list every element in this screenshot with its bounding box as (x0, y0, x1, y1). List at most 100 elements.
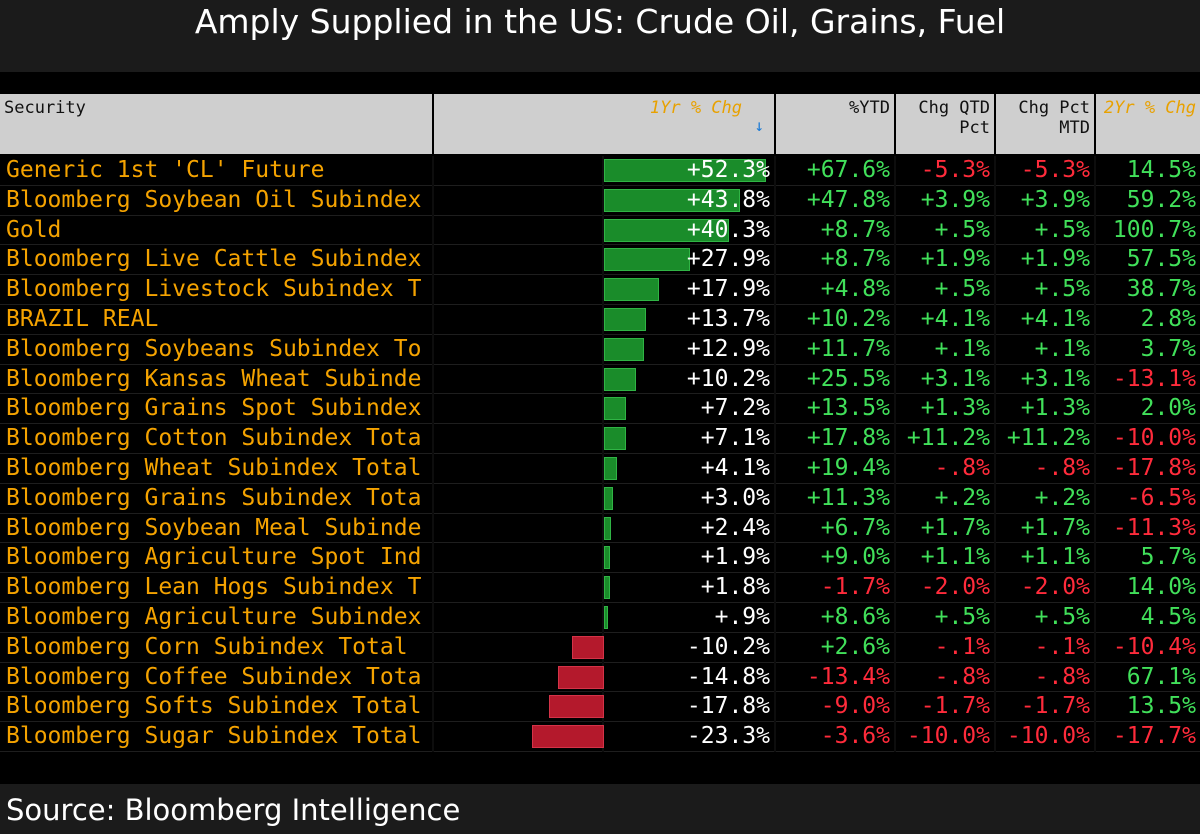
sort-descending-icon[interactable]: ↓ (754, 116, 764, 135)
two-year-change: -13.1% (1112, 365, 1196, 392)
one-year-change: +1.9% (604, 543, 776, 574)
mtd-change: -.8% (996, 453, 1096, 484)
negative-change-bar (558, 665, 604, 689)
table-row[interactable]: Bloomberg Sugar Subindex Total -23.3% -3.6… (0, 722, 1200, 752)
one-year-change: +10.2% (604, 364, 776, 395)
table-row[interactable]: Bloomberg Corn Subindex Total -10.2% +2.6%… (0, 632, 1200, 663)
one-year-change: -10.2% (604, 632, 776, 663)
table-row[interactable]: Bloomberg Agriculture Subindex +.9% +8.6% +… (0, 602, 1200, 633)
table-row[interactable]: Bloomberg Live Cattle Subindex +27.9% +8.7… (0, 245, 1200, 276)
table-row[interactable]: Bloomberg Kansas Wheat Subinde +10.2% +25.… (0, 364, 1200, 395)
table-row[interactable]: Bloomberg Livestock Subindex T +17.9% +4.8… (0, 275, 1200, 305)
negative-change-bar (572, 635, 604, 659)
qtd-change: +.1% (896, 334, 996, 365)
security-name: Bloomberg Lean Hogs Subindex T (0, 573, 434, 603)
negative-change-bar (531, 725, 604, 749)
ytd-change: -9.0% (776, 692, 896, 723)
positive-change-bar (604, 456, 617, 480)
ytd-change: +10.2% (776, 304, 896, 335)
positive-change-bar (604, 576, 610, 600)
column-header-qtd-line2: Pct (959, 118, 990, 138)
qtd-change: -.8% (896, 662, 996, 693)
column-header-1yr-chg[interactable]: 1Yr % Chg ↓ (434, 94, 776, 154)
security-name: Bloomberg Live Cattle Subindex (0, 245, 434, 276)
table-row[interactable]: BRAZIL REAL +13.7% +10.2% +4.1% +4.1% 2.8% (0, 304, 1200, 335)
table-row[interactable]: Bloomberg Cotton Subindex Tota +7.1% +17.8… (0, 424, 1200, 454)
change-bar-cell (434, 245, 691, 276)
table-row[interactable]: Bloomberg Wheat Subindex Total +4.1% +19.4… (0, 453, 1200, 484)
table-row[interactable]: Bloomberg Agriculture Spot Ind +1.9% +9.0%… (0, 543, 1200, 574)
one-year-change: +27.9% (604, 245, 776, 276)
qtd-change: +1.1% (896, 543, 996, 574)
one-year-change-value: +4.1% (700, 454, 770, 481)
column-header-security[interactable]: Security (0, 94, 434, 154)
one-year-change: -14.8% (604, 662, 776, 693)
mtd-change: -.8% (996, 662, 1096, 693)
one-year-change: +.9% (604, 602, 776, 633)
security-name: Bloomberg Agriculture Spot Ind (0, 543, 434, 574)
two-year-change: 2.8% (1140, 305, 1196, 332)
one-year-change-value: +43.8% (686, 186, 770, 213)
security-name: Bloomberg Softs Subindex Total (0, 692, 434, 723)
column-header-chg-pct-mtd[interactable]: Chg Pct MTD (996, 94, 1096, 154)
security-name: Bloomberg Grains Spot Subindex (0, 394, 434, 425)
ytd-change: +17.8% (776, 424, 896, 454)
positive-change-bar (604, 278, 660, 302)
change-bar-cell (434, 543, 610, 574)
security-name: Bloomberg Kansas Wheat Subinde (0, 364, 434, 395)
two-year-change: 13.5% (1126, 693, 1196, 720)
one-year-change-value: +1.8% (700, 574, 770, 601)
one-year-change-value: -17.8% (686, 693, 770, 720)
one-year-change-value: +27.9% (686, 246, 770, 273)
one-year-change-value: +13.7% (686, 305, 770, 332)
ytd-change: +2.6% (776, 632, 896, 663)
one-year-change-value: +12.9% (686, 335, 770, 362)
change-bar-cell (434, 722, 604, 752)
two-year-change: 67.1% (1126, 663, 1196, 690)
qtd-change: -.1% (896, 632, 996, 663)
change-bar-cell (434, 662, 604, 693)
one-year-change: +7.2% (604, 394, 776, 425)
one-year-change-value: -10.2% (686, 633, 770, 660)
change-bar-cell (434, 394, 627, 425)
table-row[interactable]: Bloomberg Soybeans Subindex To +12.9% +11.… (0, 334, 1200, 365)
one-year-change: -17.8% (604, 692, 776, 723)
security-name: Bloomberg Livestock Subindex T (0, 275, 434, 305)
table-row[interactable]: Bloomberg Soybean Meal Subinde +2.4% +6.7%… (0, 513, 1200, 544)
ytd-change: -1.7% (776, 573, 896, 603)
two-year-change: 2.0% (1140, 395, 1196, 422)
page-title: Amply Supplied in the US: Crude Oil, Gra… (0, 0, 1200, 72)
column-header-chg-qtd-pct[interactable]: Chg QTD Pct (896, 94, 996, 154)
table-row[interactable]: Generic 1st 'CL' Future +52.3% +67.6% -5.3%… (0, 156, 1200, 186)
table-row[interactable]: Bloomberg Soybean Oil Subindex +43.8% +47.… (0, 185, 1200, 216)
qtd-change: +3.1% (896, 364, 996, 395)
table-row[interactable]: Bloomberg Grains Spot Subindex +7.2% +13.5… (0, 394, 1200, 425)
qtd-change: +.5% (896, 215, 996, 246)
two-year-change: 38.7% (1126, 276, 1196, 303)
column-header-2yr-chg[interactable]: 2Yr % Chg (1096, 94, 1200, 154)
mtd-change: -10.0% (996, 722, 1096, 752)
two-year-change: -6.5% (1126, 484, 1196, 511)
change-bar-cell (434, 364, 636, 395)
ytd-change: +8.7% (776, 215, 896, 246)
mtd-change: -2.0% (996, 573, 1096, 603)
one-year-change-value: +2.4% (700, 514, 770, 541)
one-year-change-value: -23.3% (686, 723, 770, 750)
security-name: Bloomberg Soybeans Subindex To (0, 334, 434, 365)
table-row[interactable]: Bloomberg Softs Subindex Total -17.8% -9.0… (0, 692, 1200, 723)
change-bar-cell (434, 483, 614, 514)
mtd-change: +3.9% (996, 185, 1096, 216)
mtd-change: -1.7% (996, 692, 1096, 723)
column-header-ytd[interactable]: %YTD (776, 94, 896, 154)
one-year-change: -23.3% (604, 722, 776, 752)
security-name: Bloomberg Agriculture Subindex (0, 602, 434, 633)
positive-change-bar (604, 367, 636, 391)
table-row[interactable]: Gold +40.3% +8.7% +.5% +.5% 100.7% (0, 215, 1200, 246)
security-name: Gold (0, 215, 434, 246)
table-row[interactable]: Bloomberg Lean Hogs Subindex T +1.8% -1.7%… (0, 573, 1200, 603)
table-row[interactable]: Bloomberg Grains Subindex Tota +3.0% +11.3… (0, 483, 1200, 514)
two-year-change: 14.5% (1126, 157, 1196, 183)
one-year-change-value: +3.0% (700, 484, 770, 511)
table-row[interactable]: Bloomberg Coffee Subindex Tota -14.8% -13.… (0, 662, 1200, 693)
mtd-change: +1.9% (996, 245, 1096, 276)
